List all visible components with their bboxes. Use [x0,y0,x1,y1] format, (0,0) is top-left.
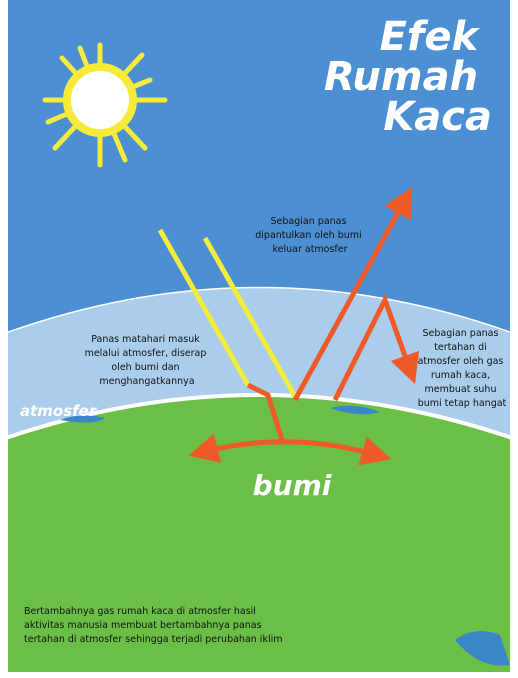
label-line: atmosfer oleh gas [418,356,504,367]
label-line: bumi tetap hangat [418,398,507,409]
label-line: rumah kaca, [431,370,490,381]
footer-line: Bertambahnya gas rumah kaca di atmosfer … [24,606,256,617]
earth-label: bumi [253,469,332,502]
label-line: dipantulkan oleh bumi [255,230,361,241]
label-line: tertahan di [434,342,487,353]
infographic: Efek Rumah Kaca Sebagian panas dipantulk… [0,0,518,678]
label-line: melalui atmosfer, diserap [85,348,207,359]
label-line: membuat suhu [424,384,496,395]
page: {"title": {"lines": ["Efek", "Rumah", "K… [0,0,518,678]
footer-line: tertahan di atmosfer sehingga terjadi pe… [24,634,283,645]
label-line: Sebagian panas [423,328,499,339]
label-line: Sebagian panas [271,216,347,227]
label-line: keluar atmosfer [272,244,347,255]
label-line: menghangatkannya [99,376,194,387]
label-line: Panas matahari masuk [91,334,200,345]
footer: Bertambahnya gas rumah kaca di atmosfer … [24,606,283,645]
footer-line: aktivitas manusia membuat bertambahnya p… [24,620,262,631]
atmosphere-label: atmosfer [20,402,98,420]
title-line: Kaca [383,94,492,140]
label-line: oleh bumi dan [111,362,179,373]
